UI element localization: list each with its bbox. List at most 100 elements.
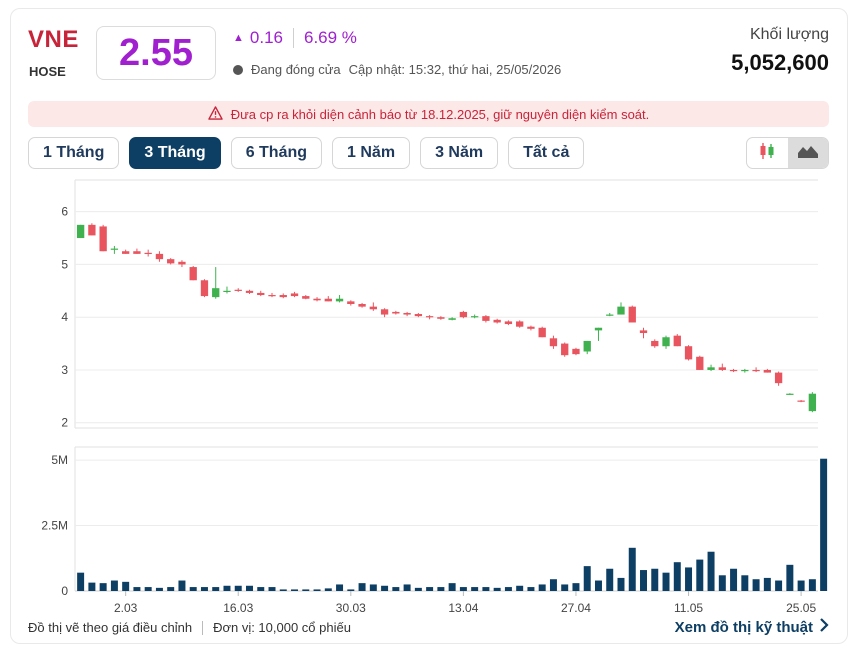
- candle-body: [639, 330, 648, 334]
- price-tick-label: 5: [61, 257, 68, 271]
- x-tick-label: 25.05: [786, 601, 816, 615]
- x-tick-label: 11.05: [674, 601, 703, 615]
- candle-body: [369, 306, 377, 310]
- candle-body: [380, 309, 389, 315]
- volume-tick-label: 5M: [51, 453, 68, 467]
- volume-bar: [482, 587, 490, 591]
- volume-bar: [155, 587, 163, 591]
- candle-body: [200, 280, 209, 297]
- candle-body: [335, 298, 344, 302]
- candle-body: [673, 335, 681, 347]
- market-status: Đang đóng cửa Cập nhật: 15:32, thứ hai, …: [233, 62, 561, 77]
- volume-bar: [302, 589, 310, 591]
- candle-body: [651, 340, 659, 347]
- candle-body: [144, 252, 152, 255]
- area-chart-icon: [797, 143, 819, 164]
- x-tick-label: 30.03: [336, 601, 366, 615]
- volume-bar: [504, 587, 512, 591]
- volume-bar: [167, 587, 175, 591]
- volume-bar: [336, 584, 344, 591]
- volume-bar: [291, 589, 299, 591]
- tab-3-years[interactable]: 3 Năm: [420, 137, 499, 169]
- candle-body: [110, 248, 119, 250]
- candle-body: [234, 289, 242, 291]
- price-tick-label: 6: [61, 205, 68, 219]
- candle-body: [133, 251, 141, 254]
- candle-body: [155, 253, 164, 260]
- volume-bar: [426, 587, 434, 591]
- candle-body: [718, 367, 726, 370]
- volume-bar: [133, 587, 141, 591]
- volume-bar: [775, 580, 783, 591]
- area-chart-button[interactable]: [787, 138, 828, 168]
- change-percent: 6.69 %: [303, 28, 357, 47]
- candle-body: [504, 321, 513, 325]
- price-tick-label: 2: [61, 416, 68, 430]
- candle-body: [628, 306, 636, 323]
- adjusted-price-note: Đồ thị vẽ theo giá điều chỉnh: [28, 620, 193, 635]
- candlestick-button[interactable]: [747, 138, 788, 168]
- tab-1-year[interactable]: 1 Năm: [332, 137, 411, 169]
- candle-body: [808, 393, 817, 412]
- candle-body: [268, 295, 276, 297]
- volume-bar: [437, 587, 445, 591]
- volume-tick-label: 0: [61, 584, 68, 598]
- candle-body: [223, 290, 231, 293]
- tab-6-months[interactable]: 6 Tháng: [230, 137, 323, 169]
- change-divider: [292, 28, 294, 48]
- volume-bar: [696, 559, 704, 591]
- tab-1-month[interactable]: 1 Tháng: [28, 137, 120, 169]
- x-tick-label: 27.04: [561, 601, 591, 615]
- volume-bar: [628, 547, 636, 591]
- candle-body: [76, 224, 85, 239]
- volume-bar: [707, 551, 715, 591]
- candle-body: [493, 319, 501, 323]
- volume-bar: [651, 568, 659, 591]
- volume-bar: [144, 587, 152, 591]
- warning-banner: Đưa cp ra khỏi diện cảnh báo từ 18.12.20…: [28, 101, 829, 127]
- volume-bar: [786, 564, 794, 591]
- candle-body: [684, 346, 693, 360]
- volume-bar: [516, 585, 524, 591]
- tab-3-months[interactable]: 3 Tháng: [129, 137, 221, 169]
- candle-body: [662, 337, 670, 347]
- price-tick-label: 3: [61, 363, 68, 377]
- volume-bar: [662, 572, 670, 591]
- chart-footnote: Đồ thị vẽ theo giá điều chỉnh Đơn vị: 10…: [28, 620, 351, 635]
- candle-body: [448, 318, 456, 320]
- candle-body: [414, 314, 423, 317]
- volume-bar: [718, 575, 726, 591]
- candle-body: [707, 367, 715, 370]
- volume-bar: [527, 587, 535, 591]
- candle-body: [459, 311, 468, 318]
- candle-body: [752, 369, 760, 372]
- candle-body: [313, 298, 321, 301]
- candle-body: [561, 343, 569, 356]
- volume-bar: [730, 568, 738, 591]
- candle-body: [549, 338, 558, 347]
- tab-all[interactable]: Tất cả: [508, 137, 585, 169]
- candle-body: [786, 393, 794, 395]
- volume-bar: [594, 580, 602, 591]
- volume-bar: [797, 580, 805, 591]
- candle-body: [245, 290, 254, 293]
- change-value: 0.16: [249, 28, 283, 47]
- volume-bar: [583, 566, 591, 591]
- volume-bar: [234, 585, 242, 591]
- warning-icon: [207, 105, 223, 123]
- volume-bar: [369, 584, 377, 591]
- candle-body: [583, 340, 591, 352]
- technical-chart-link[interactable]: Xem đồ thị kỹ thuật: [675, 618, 829, 636]
- volume-bar: [808, 579, 816, 591]
- volume-bar: [493, 587, 501, 591]
- status-text: Đang đóng cửa: [251, 62, 341, 77]
- volume-bar: [392, 587, 400, 591]
- candle-body: [572, 348, 580, 355]
- candle-body: [617, 306, 625, 315]
- candle-body: [122, 251, 130, 254]
- candle-body: [167, 259, 175, 264]
- volume-bar: [617, 577, 625, 591]
- candlestick-icon: [757, 142, 777, 165]
- warning-text: Đưa cp ra khỏi diện cảnh báo từ 18.12.20…: [230, 106, 650, 122]
- volume-bar: [448, 583, 456, 591]
